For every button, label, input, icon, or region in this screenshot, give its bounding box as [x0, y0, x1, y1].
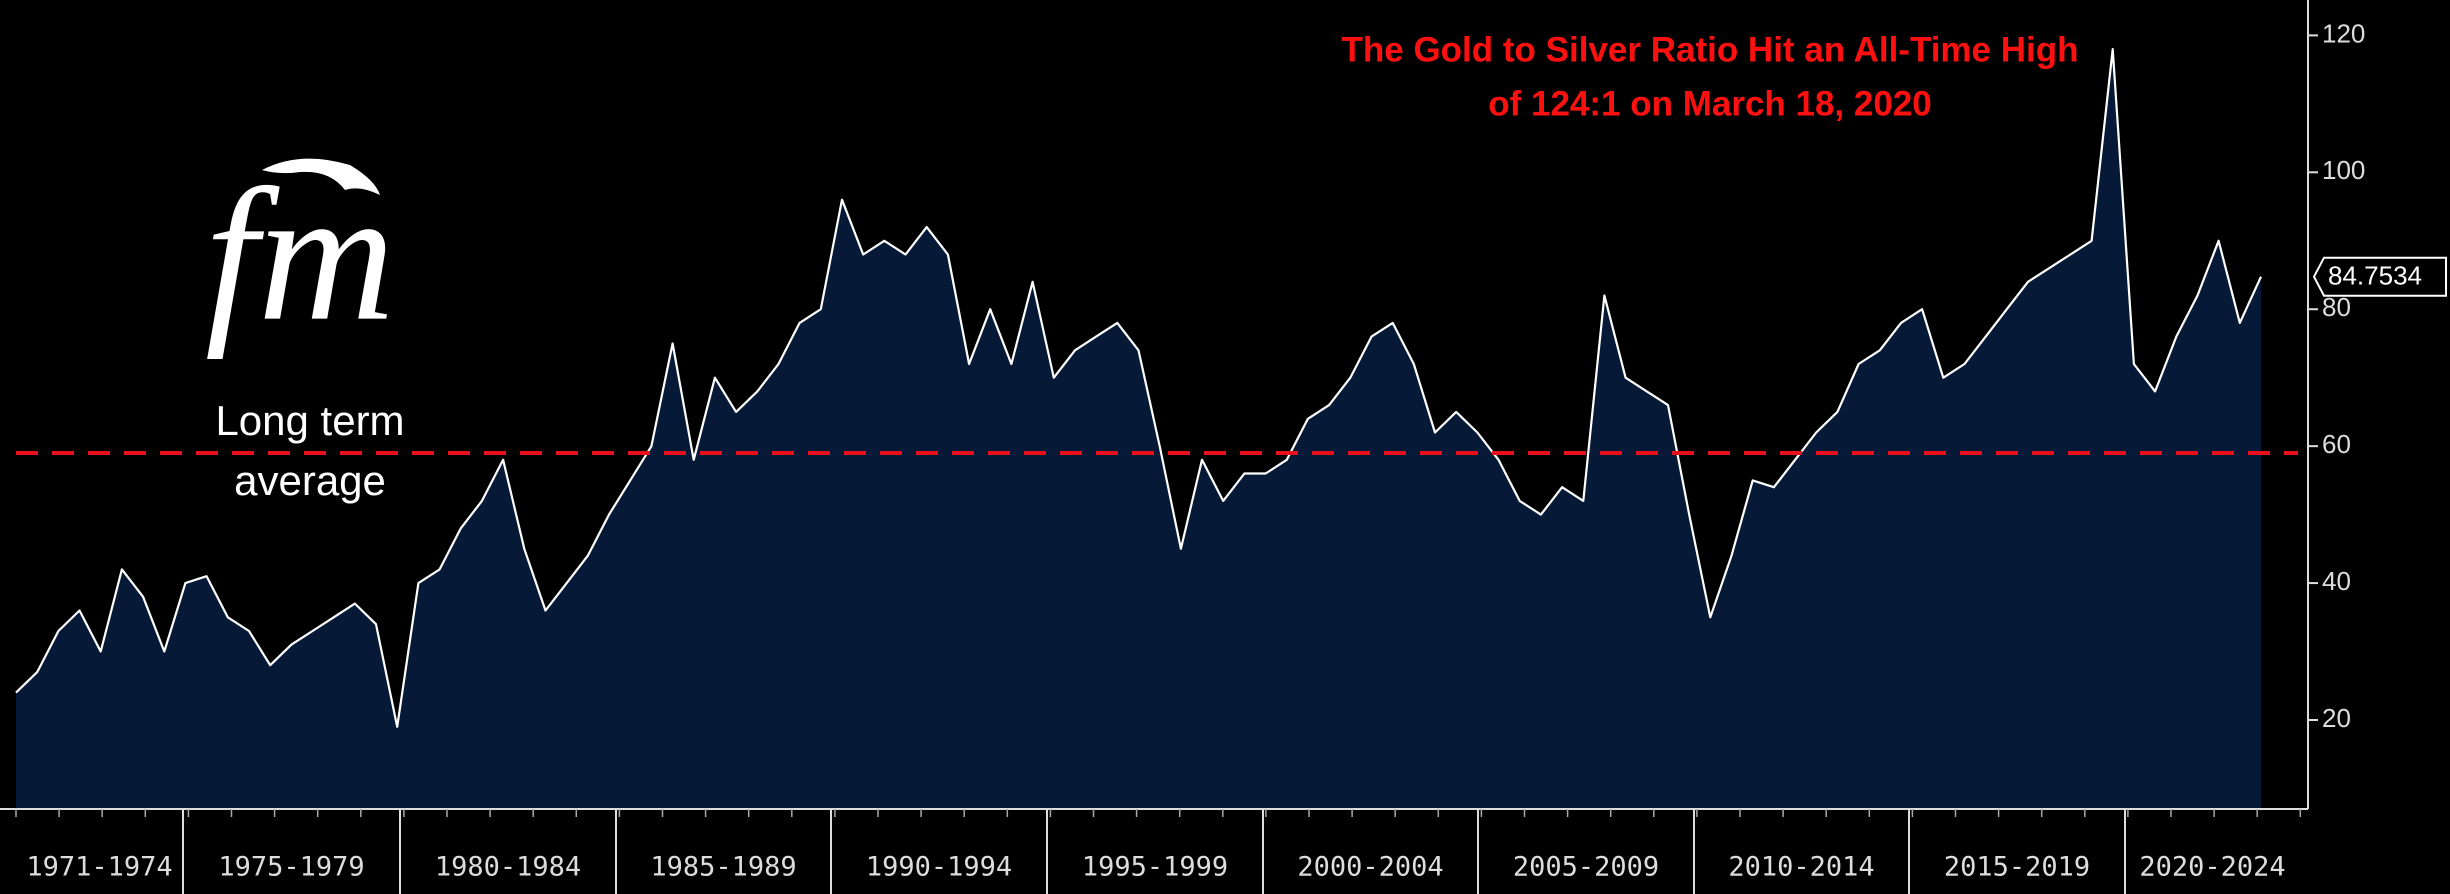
- x-tick-label: 2000-2004: [1297, 852, 1443, 883]
- last-value-label: 84.7534: [2328, 261, 2422, 291]
- x-tick-label: 2010-2014: [1728, 852, 1874, 883]
- area: [16, 49, 2261, 810]
- logo: fm: [205, 151, 395, 361]
- line: [15, 48, 2262, 728]
- y-tick-label: 60: [2322, 429, 2351, 459]
- annotation: average: [234, 457, 386, 504]
- y-tick-label: 120: [2322, 18, 2365, 48]
- logo-bird: [262, 158, 380, 195]
- x-tick-label: 2005-2009: [1513, 852, 1659, 883]
- y-tick-label: 20: [2322, 703, 2351, 733]
- y-tick-label: 80: [2322, 292, 2351, 322]
- x-tick-label: 1985-1989: [650, 852, 796, 883]
- last-value-box: [2312, 256, 2447, 297]
- x-tick-label: 2015-2019: [1944, 852, 2090, 883]
- x-tick-label: 1975-1979: [218, 852, 364, 883]
- y-tick-label: 100: [2322, 155, 2365, 185]
- chart-title: of 124:1 on March 18, 2020: [1488, 84, 1932, 123]
- y-tick-label: 40: [2322, 566, 2351, 596]
- annotation: Long term: [215, 397, 404, 444]
- x-tick-label: 1995-1999: [1082, 852, 1228, 883]
- chart-title: The Gold to Silver Ratio Hit an All-Time…: [1342, 30, 2079, 69]
- x-tick-label: 1971-1974: [26, 852, 172, 883]
- x-tick-label: 1990-1994: [866, 852, 1012, 883]
- x-tick-label: 2020-2024: [2139, 852, 2285, 883]
- x-tick-label: 1980-1984: [435, 852, 581, 883]
